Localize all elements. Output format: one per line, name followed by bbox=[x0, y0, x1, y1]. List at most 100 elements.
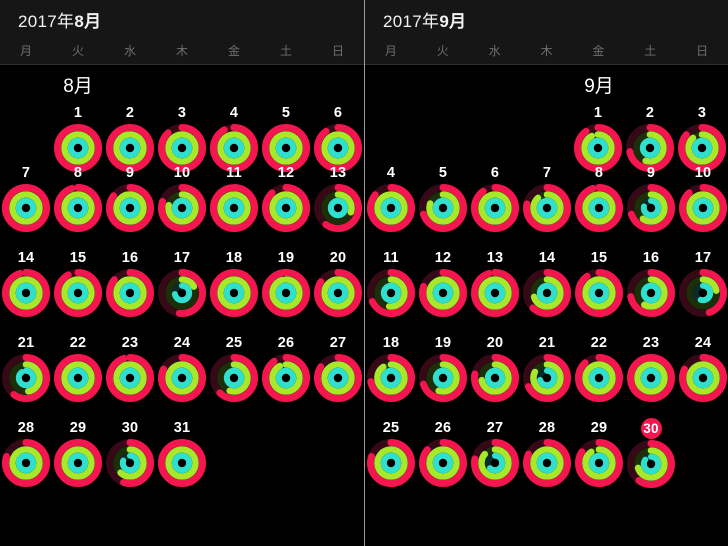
activity-rings[interactable] bbox=[312, 122, 364, 174]
day-cell[interactable]: 5 bbox=[417, 163, 469, 248]
activity-rings[interactable] bbox=[521, 267, 573, 319]
activity-rings[interactable] bbox=[208, 267, 260, 319]
day-cell[interactable]: 4 bbox=[208, 103, 260, 172]
activity-rings[interactable] bbox=[312, 267, 364, 319]
day-cell[interactable]: 27 bbox=[469, 418, 521, 503]
activity-rings[interactable] bbox=[208, 352, 260, 404]
activity-rings[interactable] bbox=[521, 352, 573, 404]
activity-rings[interactable] bbox=[312, 182, 364, 234]
activity-rings[interactable] bbox=[365, 352, 417, 404]
activity-rings[interactable] bbox=[260, 352, 312, 404]
activity-rings[interactable] bbox=[0, 182, 52, 234]
day-cell[interactable]: 24 bbox=[156, 333, 208, 418]
day-cell[interactable]: 11 bbox=[208, 163, 260, 248]
activity-rings[interactable] bbox=[417, 437, 469, 489]
activity-rings[interactable] bbox=[104, 267, 156, 319]
activity-rings[interactable] bbox=[521, 437, 573, 489]
day-cell[interactable]: 20 bbox=[312, 248, 364, 333]
day-cell[interactable]: 3 bbox=[676, 103, 728, 172]
activity-rings[interactable] bbox=[677, 352, 728, 404]
day-cell[interactable]: 18 bbox=[208, 248, 260, 333]
activity-rings[interactable] bbox=[156, 352, 208, 404]
activity-rings[interactable] bbox=[0, 437, 52, 489]
activity-rings[interactable] bbox=[676, 122, 728, 174]
day-cell[interactable]: 8 bbox=[573, 163, 625, 248]
day-cell[interactable]: 7 bbox=[0, 163, 52, 248]
day-cell[interactable]: 24 bbox=[677, 333, 728, 418]
day-cell[interactable]: 23 bbox=[625, 333, 677, 418]
activity-rings[interactable] bbox=[52, 352, 104, 404]
activity-rings[interactable] bbox=[625, 182, 677, 234]
activity-rings[interactable] bbox=[260, 122, 312, 174]
day-cell[interactable]: 13 bbox=[312, 163, 364, 248]
day-cell[interactable]: 25 bbox=[365, 418, 417, 503]
activity-rings[interactable] bbox=[52, 267, 104, 319]
day-cell[interactable]: 23 bbox=[104, 333, 156, 418]
day-cell[interactable]: 8 bbox=[52, 163, 104, 248]
day-cell[interactable]: 29 bbox=[52, 418, 104, 503]
activity-rings[interactable] bbox=[156, 182, 208, 234]
day-cell[interactable]: 15 bbox=[573, 248, 625, 333]
activity-rings[interactable] bbox=[156, 267, 208, 319]
day-cell[interactable]: 28 bbox=[521, 418, 573, 503]
day-cell[interactable]: 29 bbox=[573, 418, 625, 503]
day-cell[interactable]: 18 bbox=[365, 333, 417, 418]
day-cell[interactable]: 10 bbox=[677, 163, 728, 248]
activity-rings[interactable] bbox=[104, 352, 156, 404]
day-cell[interactable]: 1 bbox=[52, 103, 104, 172]
activity-rings[interactable] bbox=[521, 182, 573, 234]
day-cell[interactable]: 3 bbox=[156, 103, 208, 172]
day-cell[interactable]: 17 bbox=[156, 248, 208, 333]
day-cell[interactable]: 16 bbox=[625, 248, 677, 333]
activity-rings[interactable] bbox=[677, 182, 728, 234]
activity-rings[interactable] bbox=[104, 182, 156, 234]
day-cell[interactable]: 30 bbox=[104, 418, 156, 503]
activity-rings[interactable] bbox=[104, 437, 156, 489]
activity-rings[interactable] bbox=[52, 122, 104, 174]
day-cell[interactable]: 5 bbox=[260, 103, 312, 172]
day-cell[interactable]: 17 bbox=[677, 248, 728, 333]
activity-rings[interactable] bbox=[677, 267, 728, 319]
activity-rings[interactable] bbox=[417, 267, 469, 319]
day-cell[interactable]: 26 bbox=[417, 418, 469, 503]
day-cell[interactable]: 7 bbox=[521, 163, 573, 248]
activity-rings[interactable] bbox=[0, 352, 52, 404]
day-cell[interactable]: 26 bbox=[260, 333, 312, 418]
day-cell[interactable]: 9 bbox=[625, 163, 677, 248]
day-cell[interactable]: 6 bbox=[469, 163, 521, 248]
day-cell[interactable]: 21 bbox=[521, 333, 573, 418]
day-cell[interactable]: 22 bbox=[573, 333, 625, 418]
day-cell[interactable]: 19 bbox=[417, 333, 469, 418]
day-cell[interactable]: 25 bbox=[208, 333, 260, 418]
day-cell[interactable]: 12 bbox=[417, 248, 469, 333]
activity-rings[interactable] bbox=[365, 267, 417, 319]
day-cell[interactable]: 30 bbox=[625, 418, 677, 503]
day-cell[interactable]: 20 bbox=[469, 333, 521, 418]
activity-rings[interactable] bbox=[573, 352, 625, 404]
activity-rings[interactable] bbox=[469, 267, 521, 319]
activity-rings[interactable] bbox=[260, 182, 312, 234]
activity-rings[interactable] bbox=[417, 352, 469, 404]
activity-rings[interactable] bbox=[260, 267, 312, 319]
activity-rings[interactable] bbox=[572, 122, 624, 174]
activity-rings[interactable] bbox=[156, 437, 208, 489]
day-cell[interactable]: 2 bbox=[104, 103, 156, 172]
day-cell[interactable]: 21 bbox=[0, 333, 52, 418]
activity-rings[interactable] bbox=[156, 122, 208, 174]
day-cell[interactable]: 6 bbox=[312, 103, 364, 172]
day-cell[interactable]: 28 bbox=[0, 418, 52, 503]
day-cell[interactable]: 22 bbox=[52, 333, 104, 418]
activity-rings[interactable] bbox=[573, 182, 625, 234]
activity-rings[interactable] bbox=[625, 352, 677, 404]
activity-rings[interactable] bbox=[52, 182, 104, 234]
day-cell[interactable]: 16 bbox=[104, 248, 156, 333]
day-cell[interactable]: 2 bbox=[624, 103, 676, 172]
day-cell[interactable]: 4 bbox=[365, 163, 417, 248]
day-cell[interactable]: 15 bbox=[52, 248, 104, 333]
day-cell[interactable]: 14 bbox=[521, 248, 573, 333]
activity-rings[interactable] bbox=[208, 182, 260, 234]
activity-rings[interactable] bbox=[312, 352, 364, 404]
day-cell[interactable]: 31 bbox=[156, 418, 208, 503]
activity-rings[interactable] bbox=[469, 437, 521, 489]
day-cell[interactable]: 12 bbox=[260, 163, 312, 248]
